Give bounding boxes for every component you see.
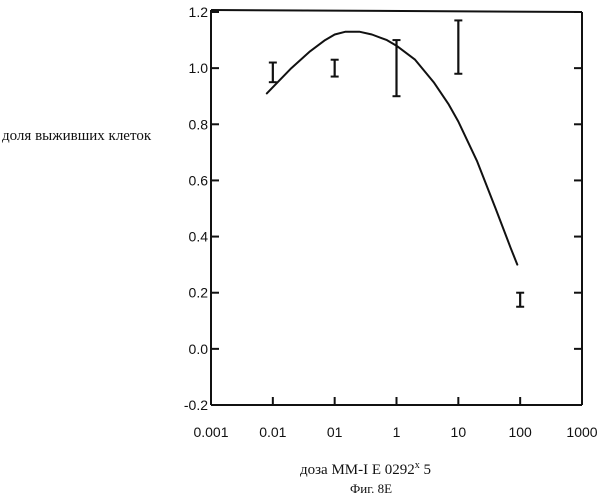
figure-caption: Фиг. 8Е bbox=[350, 481, 392, 496]
fit-curve bbox=[267, 32, 518, 265]
y-tick-label: 1.0 bbox=[189, 60, 209, 76]
x-axis-label: доза ММ-I E 0292x 5 bbox=[300, 460, 431, 478]
x-tick-label: 1 bbox=[393, 424, 401, 440]
axis-labels-layer: доля выживших клеток доза ММ-I E 0292x 5… bbox=[2, 128, 431, 496]
error-bars-layer bbox=[269, 20, 524, 306]
x-tick-label: 100 bbox=[508, 424, 532, 440]
x-axis-label-suffix: 5 bbox=[420, 462, 431, 478]
error-bar bbox=[454, 20, 462, 73]
y-tick-label: 0.8 bbox=[189, 116, 209, 132]
x-axis-label-main: доза ММ-I E 0292 bbox=[300, 462, 415, 478]
x-tick-label: 01 bbox=[327, 424, 343, 440]
x-tick-label: 1000 bbox=[566, 424, 597, 440]
fit-layer bbox=[267, 32, 518, 265]
y-tick-label: 0.2 bbox=[189, 285, 209, 301]
top-frame-line bbox=[211, 10, 582, 12]
x-tick-label: 10 bbox=[451, 424, 467, 440]
y-tick-label: 0.6 bbox=[189, 172, 209, 188]
y-tick-label: -0.2 bbox=[184, 397, 208, 413]
y-tick-label: 0.0 bbox=[189, 341, 209, 357]
x-tick-label: 0.01 bbox=[259, 424, 286, 440]
ticks-layer: 0.001 0.01 01 1 10 100 1000 -0.2 0.0 0.2 0.4 0.6 0.8… bbox=[184, 4, 598, 440]
x-tick-label: 0.001 bbox=[193, 424, 228, 440]
error-bar bbox=[331, 60, 339, 77]
y-tick-label: 1.2 bbox=[189, 4, 209, 20]
y-tick-label: 0.4 bbox=[189, 229, 209, 245]
error-bar bbox=[516, 293, 524, 307]
error-bar bbox=[269, 63, 277, 83]
y-axis-label: доля выживших клеток bbox=[2, 128, 152, 144]
